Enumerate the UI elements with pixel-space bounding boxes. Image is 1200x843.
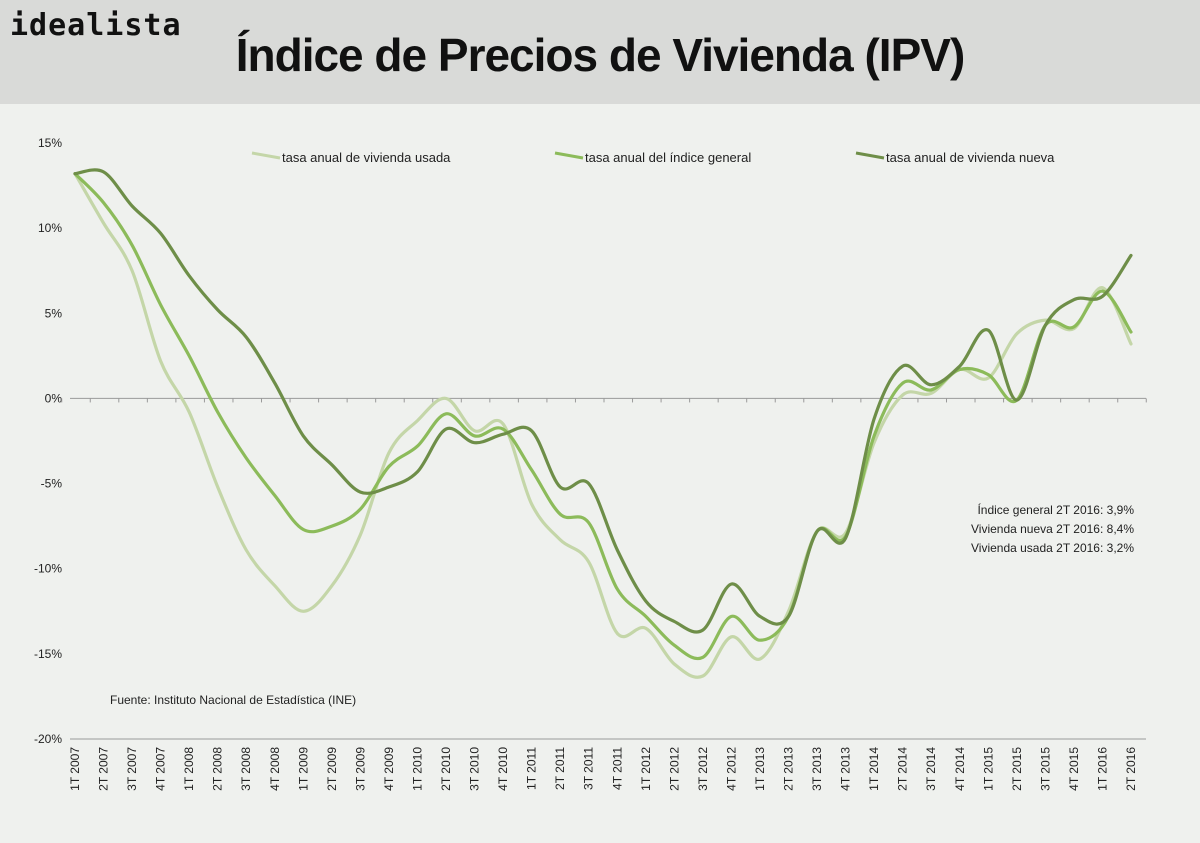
x-tick-label: 1T 2015 <box>981 747 995 791</box>
legend-label-general: tasa anual del índice general <box>585 150 751 165</box>
x-tick-label: 4T 2012 <box>724 747 738 791</box>
x-tick-label: 3T 2015 <box>1038 747 1052 791</box>
y-tick-label: 5% <box>45 306 63 320</box>
y-tick-label: -20% <box>34 732 62 746</box>
y-tick-label: 0% <box>45 391 63 405</box>
series-line-nueva <box>73 168 1133 634</box>
x-axis: 1T 2007 2T 2007 3T 2007 4T 2007 1T 2008 2T 20… <box>61 397 1147 791</box>
legend-label-nueva: tasa anual de vivienda nueva <box>886 150 1055 165</box>
x-tick-label: 4T 2010 <box>496 747 510 791</box>
y-tick-label: 15% <box>38 136 62 150</box>
x-tick-label: 1T 2013 <box>753 747 767 791</box>
page-title: Índice de Precios de Vivienda (IPV) <box>235 29 966 81</box>
legend-label-usada: tasa anual de vivienda usada <box>282 150 451 165</box>
x-tick-label: 2T 2013 <box>782 747 796 791</box>
x-tick-label: 4T 2014 <box>953 747 967 791</box>
y-tick-label: 10% <box>38 221 62 235</box>
y-tick-label: -10% <box>34 562 62 576</box>
x-tick-label: 2T 2010 <box>439 747 453 791</box>
summary-note: Índice general 2T 2016: 3,9% <box>977 502 1134 517</box>
y-axis: 15% 10% 5% 0% -5% -10% -15% -20% <box>34 136 62 746</box>
x-tick-label: 1T 2008 <box>182 747 196 791</box>
series-line-usada <box>73 172 1133 679</box>
brand-logo: idealista <box>10 8 182 43</box>
x-tick-label: 2T 2015 <box>1010 747 1024 791</box>
x-tick-label: 1T 2010 <box>410 747 424 791</box>
header-bar: idealista Índice de Precios de Vivienda … <box>0 0 1200 104</box>
legend-swatch-general <box>554 151 584 160</box>
x-tick-label: 4T 2011 <box>610 747 624 790</box>
x-tick-label: 4T 2007 <box>154 747 168 791</box>
x-tick-label: 1T 2007 <box>68 747 82 791</box>
legend-swatch-nueva <box>855 151 885 160</box>
x-tick-label: 3T 2012 <box>696 747 710 791</box>
x-tick-label: 1T 2016 <box>1095 747 1109 791</box>
x-tick-label: 4T 2008 <box>268 747 282 791</box>
x-tick-label: 3T 2007 <box>125 747 139 791</box>
x-tick-label: 2T 2014 <box>896 747 910 791</box>
x-tick-label: 3T 2010 <box>468 747 482 791</box>
y-tick-label: -15% <box>34 647 62 661</box>
x-tick-label: 2T 2009 <box>325 747 339 791</box>
summary-note: Vivienda usada 2T 2016: 3,2% <box>971 541 1134 555</box>
x-tick-label: 3T 2008 <box>239 747 253 791</box>
x-tick-label: 1T 2011 <box>525 747 539 790</box>
legend: tasa anual de vivienda usada tasa anual d… <box>251 150 1055 165</box>
x-tick-label: 4T 2015 <box>1067 747 1081 791</box>
source-note: Fuente: Instituto Nacional de Estadístic… <box>110 693 356 707</box>
x-tick-label: 2T 2008 <box>211 747 225 791</box>
legend-swatch-usada <box>251 151 281 160</box>
x-tick-label: 2T 2011 <box>553 747 567 790</box>
x-tick-label: 1T 2014 <box>867 747 881 791</box>
x-tick-label: 1T 2012 <box>639 747 653 791</box>
series-lines <box>73 168 1133 679</box>
summary-notes: Índice general 2T 2016: 3,9% Vivienda nue… <box>971 502 1134 555</box>
x-tick-label: 2T 2007 <box>97 747 111 791</box>
x-tick-label: 3T 2011 <box>582 747 596 790</box>
x-tick-label: 2T 2012 <box>667 747 681 791</box>
x-tick-label: 3T 2009 <box>353 747 367 791</box>
summary-note: Vivienda nueva 2T 2016: 8,4% <box>971 522 1134 536</box>
x-tick-label: 2T 2016 <box>1124 747 1138 791</box>
x-tick-label: 4T 2013 <box>839 747 853 791</box>
y-tick-label: -5% <box>41 477 63 491</box>
x-tick-label: 1T 2009 <box>296 747 310 791</box>
x-tick-label: 4T 2009 <box>382 747 396 791</box>
series-line-general <box>73 172 1133 661</box>
x-tick-label: 3T 2013 <box>810 747 824 791</box>
x-tick-label: 3T 2014 <box>924 747 938 791</box>
